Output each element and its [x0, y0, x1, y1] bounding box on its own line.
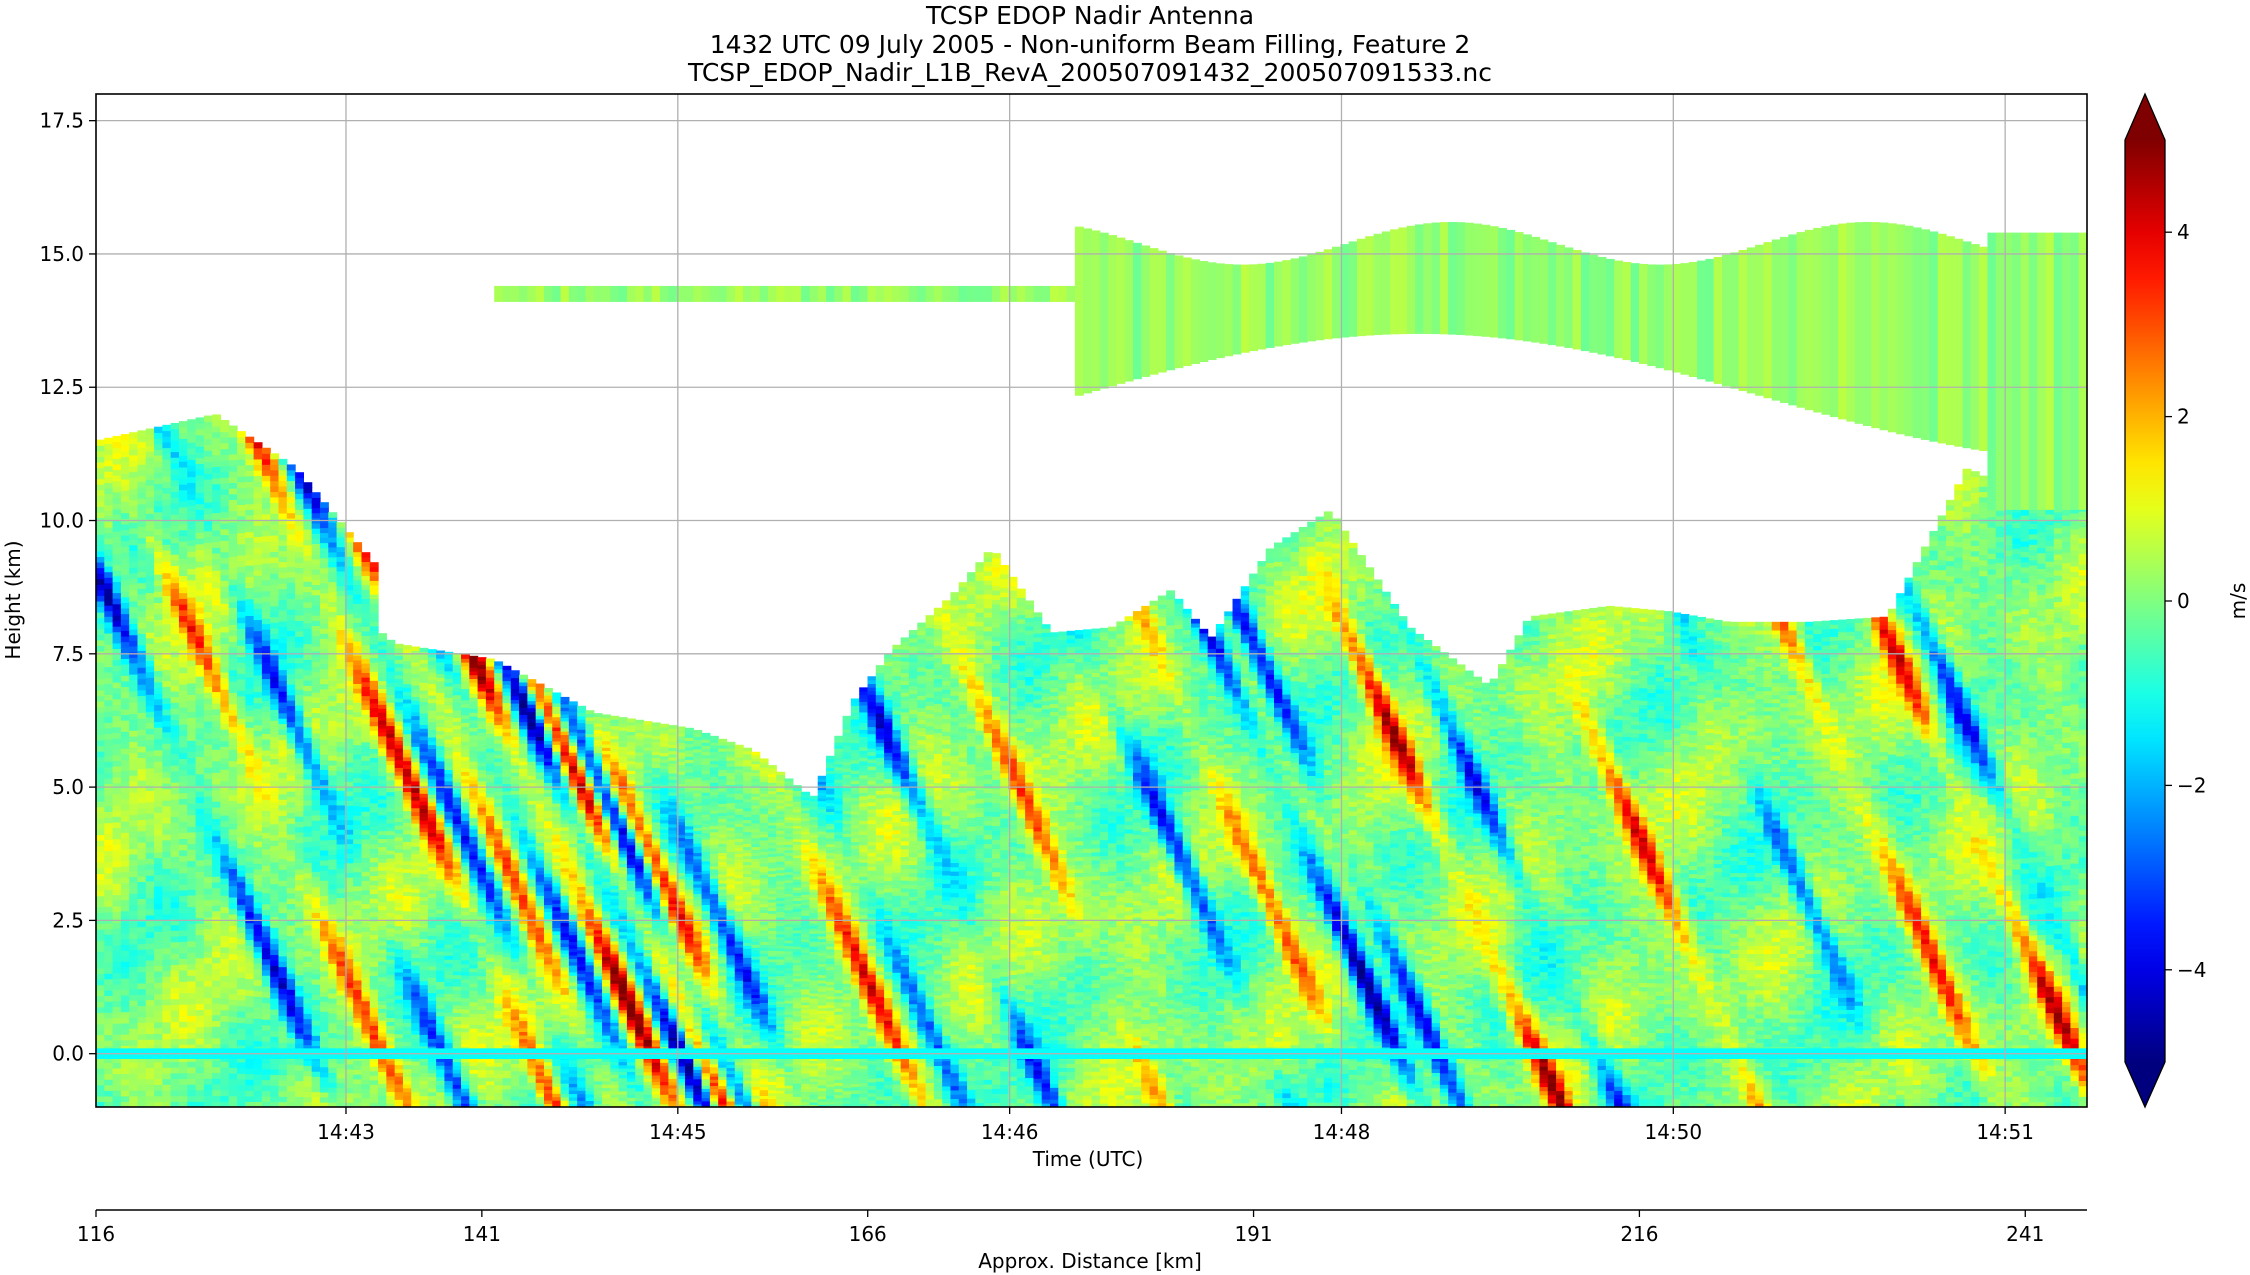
colorbar-tick-label: −2 — [2177, 773, 2206, 797]
x-tick-label: 14:50 — [1644, 1120, 1702, 1144]
x-tick-label: 14:43 — [317, 1120, 375, 1144]
y-tick-label: 5.0 — [52, 775, 84, 799]
colorbar-outline — [2124, 92, 2166, 1109]
x-tick-label: 14:51 — [1976, 1120, 2034, 1144]
distance-axis: 116 141 166 191 216 241 — [77, 1209, 2087, 1246]
plot-area — [95, 93, 2088, 1108]
y-axis: 0.0 2.5 5.0 7.5 10.0 12.5 15.0 17.5 — [39, 109, 96, 1066]
y-tick-label: 7.5 — [52, 642, 84, 666]
y-axis-label: Height (km) — [1, 540, 25, 659]
x-tick-label: 14:48 — [1313, 1120, 1371, 1144]
colorbar-extend-max — [2125, 94, 2165, 140]
distance-tick-label: 116 — [77, 1222, 115, 1246]
x-axis: 14:43 14:45 14:46 14:48 14:50 14:51 — [317, 1107, 2034, 1144]
colorbar-label: m/s — [2226, 583, 2250, 620]
y-tick-label: 0.0 — [52, 1042, 84, 1066]
distance-tick-label: 216 — [1620, 1222, 1658, 1246]
grid-lines — [96, 94, 2087, 1107]
y-tick-label: 2.5 — [52, 908, 84, 932]
distance-axis-label: Approx. Distance [km] — [978, 1249, 1202, 1273]
y-tick-label: 17.5 — [39, 109, 84, 133]
distance-tick-label: 141 — [463, 1222, 501, 1246]
y-tick-label: 15.0 — [39, 242, 84, 266]
chart-title: TCSP EDOP Nadir Antenna — [0, 2, 2180, 30]
x-tick-label: 14:46 — [981, 1120, 1039, 1144]
distance-tick-label: 241 — [2006, 1222, 2044, 1246]
colorbar: 4 2 0 −2 −4 m/s — [2124, 92, 2250, 1109]
colorbar-tick-label: 2 — [2177, 405, 2190, 429]
colorbar-tick-label: −4 — [2177, 958, 2206, 982]
x-axis-label: Time (UTC) — [1032, 1147, 1144, 1171]
colorbar-tick-label: 0 — [2177, 589, 2190, 613]
colorbar-extend-min — [2125, 1062, 2165, 1107]
distance-tick-label: 191 — [1234, 1222, 1272, 1246]
chart-subtitle: 1432 UTC 09 July 2005 - Non-uniform Beam… — [0, 31, 2180, 59]
distance-tick-label: 166 — [849, 1222, 887, 1246]
colorbar-ticks: 4 2 0 −2 −4 — [2165, 220, 2206, 982]
colorbar-gradient — [2125, 140, 2165, 1062]
y-tick-label: 10.0 — [39, 509, 84, 533]
chart-file-name: TCSP_EDOP_Nadir_L1B_RevA_200507091432_20… — [0, 59, 2180, 87]
velocity-heatmap — [96, 221, 2087, 1107]
plot-frame — [95, 93, 2088, 1108]
x-tick-label: 14:45 — [649, 1120, 707, 1144]
y-tick-label: 12.5 — [39, 375, 84, 399]
colorbar-tick-label: 4 — [2177, 220, 2190, 244]
